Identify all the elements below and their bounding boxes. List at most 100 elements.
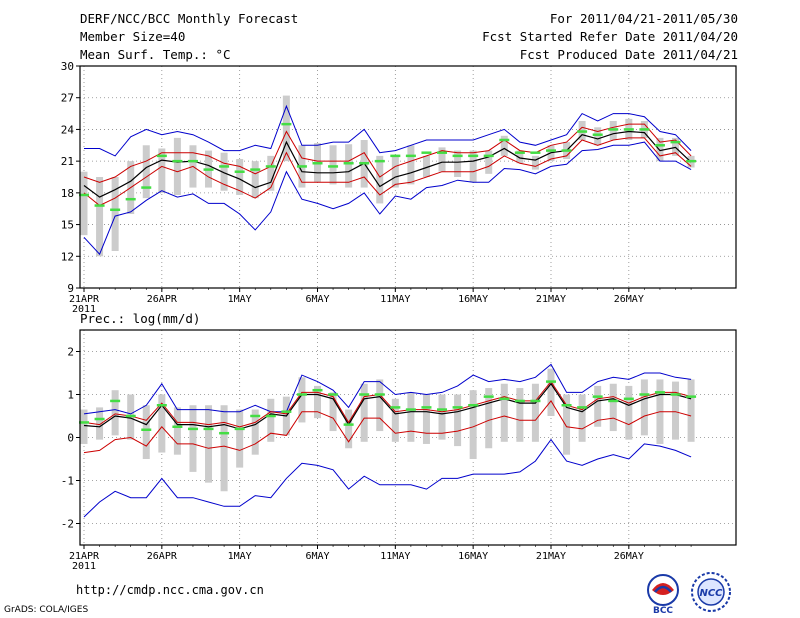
spread-upper-line: [83, 123, 692, 183]
ensemble-mean-line: [83, 130, 692, 198]
ensemble-bar: [173, 137, 181, 195]
x-tick-year-label: 2011: [72, 304, 96, 315]
ensemble-bar: [422, 394, 430, 444]
ensemble-bar: [111, 390, 119, 436]
y-tick-label: 27: [61, 92, 74, 105]
spread-lower-line: [83, 400, 692, 454]
ensemble-bar: [173, 407, 181, 455]
ensemble-bar: [625, 385, 633, 440]
y-tick-label: 30: [61, 60, 74, 73]
grads-credit: GrADS: COLA/IGES: [4, 605, 89, 615]
ensemble-bar: [438, 394, 446, 440]
ensemble-bar: [142, 405, 150, 459]
ensemble-bar: [563, 394, 571, 455]
ensemble-bar: [251, 161, 259, 199]
y-tick-label: 21: [61, 155, 74, 168]
ensemble-bar: [313, 385, 321, 419]
ensemble-bar: [96, 177, 104, 257]
ensemble-bar: [80, 171, 88, 236]
ensemble-bar: [500, 135, 508, 156]
y-tick-label: 12: [61, 250, 74, 263]
ensemble-bar: [220, 152, 228, 191]
x-tick-label: 16MAY: [458, 551, 488, 562]
x-tick-label: 21APR: [69, 551, 100, 562]
ensemble-bar: [376, 379, 384, 432]
ensemble-bar: [454, 150, 462, 177]
spread-upper-line: [83, 380, 692, 428]
ensemble-bar: [282, 95, 290, 162]
ensemble-bar: [454, 394, 462, 447]
ensemble-bar: [80, 409, 88, 444]
ensemble-bar: [422, 155, 430, 177]
ensemble-bar: [656, 137, 664, 162]
ensemble-bar: [500, 383, 508, 442]
ensemble-bar: [236, 159, 244, 195]
ensemble-bar: [111, 177, 119, 251]
ncc-logo: NCC: [691, 572, 731, 612]
y-tick-label: 18: [61, 187, 74, 200]
x-tick-label: 11MAY: [380, 551, 410, 562]
x-tick-label: 21MAY: [536, 294, 566, 305]
header-produced-date: Fcst Produced Date 2011/04/21: [519, 47, 738, 62]
ensemble-bar: [594, 127, 602, 146]
ensemble-bar: [158, 394, 166, 453]
ensemble-max-line: [84, 104, 692, 157]
plot-frame: [79, 329, 737, 546]
x-tick-label: 26MAY: [614, 294, 644, 305]
header-variable: Mean Surf. Temp.: °C: [80, 47, 231, 62]
ensemble-bar: [329, 145, 337, 185]
ensemble-bar: [594, 385, 602, 427]
ensemble-max-line: [83, 363, 692, 415]
ensemble-bar: [516, 388, 524, 442]
ensemble-bar: [298, 377, 306, 423]
header-member-size: Member Size=40: [80, 29, 186, 44]
source-url[interactable]: http://cmdp.ncc.cma.gov.cn: [76, 583, 264, 597]
ensemble-bar: [640, 379, 648, 436]
ensemble-bar: [345, 144, 353, 188]
y-tick-label: 0: [67, 432, 74, 445]
ensemble-bar: [205, 405, 213, 483]
header-start-date: Fcst Started Refer Date 2011/04/20: [482, 29, 738, 44]
plot-frame: [79, 65, 737, 289]
y-tick-label: -1: [61, 475, 74, 488]
x-tick-year-label: 2011: [72, 561, 96, 572]
ensemble-bar: [236, 409, 244, 468]
x-tick-label: 6MAY: [305, 551, 329, 562]
ensemble-mean-line: [83, 382, 692, 430]
ensemble-bar: [407, 392, 415, 442]
ensemble-bar: [142, 145, 150, 199]
ensemble-bar: [578, 394, 586, 442]
ensemble-bar: [469, 390, 477, 459]
x-tick-label: 26APR: [147, 294, 178, 305]
ensemble-bar: [687, 379, 695, 442]
ensemble-bar: [267, 155, 275, 191]
ensemble-bar: [531, 155, 539, 170]
bcc-logo-text: BCC: [653, 606, 673, 616]
precip-panel-title: Prec.: log(mm/d): [80, 311, 200, 326]
ensemble-bar: [438, 147, 446, 172]
ensemble-bar: [547, 368, 555, 416]
ensemble-bar: [609, 383, 617, 432]
ensemble-bar: [267, 398, 275, 442]
x-tick-label: 1MAY: [228, 551, 252, 562]
ensemble-bar: [516, 150, 524, 164]
ensemble-bar: [220, 405, 228, 492]
ensemble-bar: [407, 145, 415, 185]
ensemble-min-line: [83, 141, 692, 256]
ensemble-bar: [485, 150, 493, 174]
x-tick-label: 21MAY: [536, 551, 566, 562]
y-tick-label: 24: [61, 123, 75, 136]
y-tick-label: 2: [67, 346, 74, 359]
x-tick-label: 11MAY: [380, 294, 410, 305]
header-title: DERF/NCC/BCC Monthly Forecast: [80, 11, 299, 26]
ensemble-bar: [485, 388, 493, 449]
x-tick-label: 1MAY: [228, 294, 252, 305]
ensemble-bar: [96, 407, 104, 440]
y-tick-label: 1: [67, 389, 74, 402]
ensemble-bar: [391, 398, 399, 442]
ensemble-bar: [376, 155, 384, 204]
ensemble-bar: [158, 148, 166, 193]
